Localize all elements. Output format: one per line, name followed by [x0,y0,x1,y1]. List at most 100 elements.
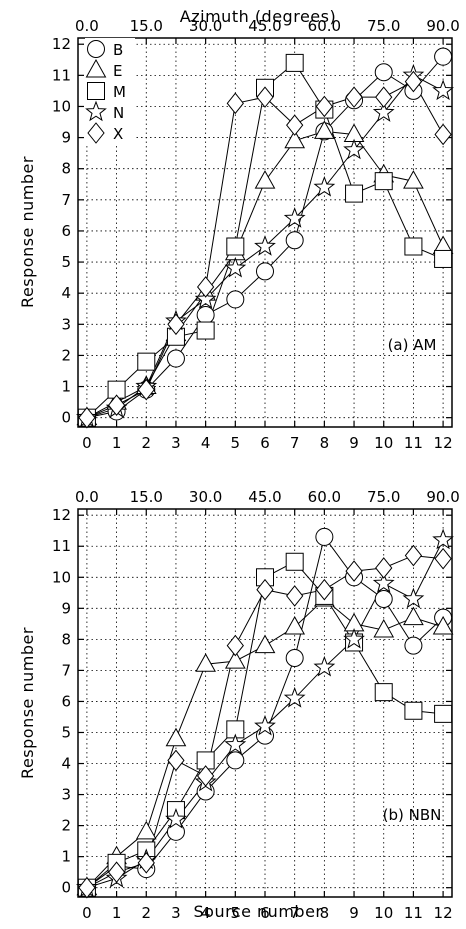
x-tick-label: 1 [112,904,122,922]
x-tick-label: 2 [141,434,151,452]
data-point-M [285,53,304,72]
y-tick-label: 6 [61,222,71,240]
data-point-E [314,120,335,139]
top-tick-label: 15.0 [130,488,163,506]
data-point-X [196,276,215,298]
x-tick-label: 1 [112,434,122,452]
data-point-N [343,627,365,649]
top-tick-label: 30.0 [189,17,222,35]
data-point-B [404,636,423,655]
data-point-B [374,63,393,82]
data-point-B [166,349,185,368]
data-point-M [374,683,393,702]
data-point-X [404,70,423,93]
x-tick-label: 11 [404,434,423,452]
top-tick-label: 60.0 [308,488,341,506]
y-tick-label: 12 [52,506,71,524]
data-point-E [224,650,246,669]
data-point-B [196,305,215,324]
data-point-X [137,852,155,874]
top-tick-label: 45.0 [248,488,281,506]
y-tick-label: 3 [61,786,71,804]
data-point-X [226,634,244,657]
data-point-E [165,727,187,747]
data-point-E [135,820,157,840]
top-tick-label: 15.0 [130,17,163,35]
y-tick-label: 7 [61,661,71,679]
legend-marker-X [87,122,105,144]
data-point-X [434,123,452,146]
y-tick-label: 9 [61,129,71,147]
data-point-N [432,79,454,101]
data-point-N [224,733,247,755]
data-point-E [254,634,276,654]
top-tick-label: 75.0 [367,488,400,506]
y-tick-label: 11 [52,537,71,555]
data-point-M [404,237,423,256]
data-point-B [226,290,245,309]
x-tick-label: 6 [260,434,270,452]
x-tick-label: 0 [82,434,92,452]
data-point-X [167,313,185,336]
data-point-E [195,653,216,672]
data-point-X [434,547,452,570]
y-tick-label: 4 [61,755,71,773]
data-point-N [283,686,306,708]
data-point-X [375,557,393,579]
y-tick-label: 7 [61,191,71,209]
data-point-X [345,560,363,582]
top-tick-label: 45.0 [248,17,281,35]
data-point-N [372,572,395,593]
x-tick-label: 12 [434,904,453,922]
data-point-M [137,352,156,371]
y-tick-label: 8 [61,160,71,178]
y-tick-label: 6 [61,692,71,710]
data-point-X [404,544,423,567]
data-point-N [254,714,276,736]
data-point-B [166,822,185,841]
data-point-M [374,172,393,191]
data-point-N [224,256,247,278]
x-tick-label: 5 [231,904,241,922]
x-tick-label: 8 [320,904,330,922]
top-tick-label: 90.0 [426,17,459,35]
data-point-X [78,406,96,429]
y-tick-label: 8 [61,630,71,648]
data-point-M [345,184,364,203]
data-point-N [313,175,336,197]
data-point-B [285,231,304,250]
y-tick-label: 3 [61,315,71,333]
data-point-M [285,552,304,571]
data-point-X [345,86,363,108]
x-tick-label: 10 [374,434,393,452]
y-tick-label: 10 [52,568,71,586]
data-point-X [286,114,304,136]
y-tick-label: 12 [52,35,71,53]
y-tick-label: 11 [52,66,71,84]
legend-label-N: N [113,104,124,122]
legend-marker-B [87,40,105,58]
top-tick-label: 75.0 [367,17,400,35]
data-point-E [403,170,424,189]
x-tick-label: 4 [201,904,211,922]
y-tick-label: 5 [61,723,71,741]
y-tick-label: 1 [61,378,71,396]
data-point-X [375,86,393,108]
x-tick-label: 7 [290,434,300,452]
data-point-N [432,528,454,550]
y-tick-label: 0 [61,409,71,427]
x-tick-label: 0 [82,904,92,922]
data-point-N [372,101,395,122]
x-tick-label: 9 [349,904,359,922]
y-tick-label: 2 [61,817,71,835]
x-tick-label: 3 [171,434,181,452]
data-point-X [137,378,155,401]
data-point-M [434,249,453,268]
data-point-X [256,86,274,108]
panel-label-b: (b) NBN [383,806,442,824]
data-point-E [373,619,395,638]
y-tick-label: 4 [61,284,71,302]
